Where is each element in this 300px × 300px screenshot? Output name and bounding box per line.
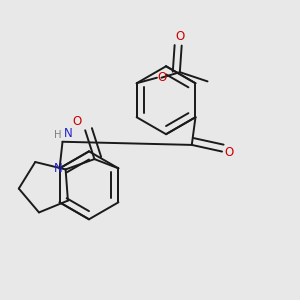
Text: O: O [176, 30, 185, 43]
Text: O: O [73, 115, 82, 128]
Text: H: H [54, 130, 61, 140]
Text: O: O [225, 146, 234, 159]
Text: N: N [54, 162, 63, 175]
Text: N: N [64, 128, 73, 140]
Text: O: O [157, 71, 167, 84]
